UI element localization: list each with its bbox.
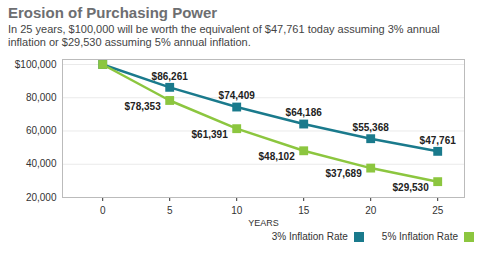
svg-text:80,000: 80,000 — [26, 92, 57, 103]
svg-text:0: 0 — [100, 205, 106, 216]
svg-text:$74,409: $74,409 — [219, 90, 256, 101]
svg-text:$55,368: $55,368 — [353, 122, 390, 133]
svg-text:20,000: 20,000 — [26, 192, 57, 203]
svg-text:20: 20 — [365, 205, 377, 216]
svg-text:40,000: 40,000 — [26, 158, 57, 169]
svg-text:$48,102: $48,102 — [259, 151, 296, 162]
html-text:In 25 years, $100,000 will be: In 25 years, $100,000 will be worth the … — [8, 23, 440, 48]
svg-text:60,000: 60,000 — [26, 125, 57, 136]
html-text:3% Inflation Rate: 3% Inflation Rate — [271, 231, 348, 242]
svg-text:$64,186: $64,186 — [286, 107, 323, 118]
svg-text:10: 10 — [231, 205, 243, 216]
html-text:Erosion of Purchasing Power: Erosion of Purchasing Power — [8, 4, 218, 21]
svg-text:5: 5 — [167, 205, 173, 216]
svg-text:$78,353: $78,353 — [125, 101, 162, 112]
svg-text:$47,761: $47,761 — [420, 135, 457, 146]
svg-text:$100,000: $100,000 — [15, 59, 57, 70]
html-text:5% Inflation Rate: 5% Inflation Rate — [381, 231, 458, 242]
svg-text:15: 15 — [298, 205, 310, 216]
svg-text:$86,261: $86,261 — [152, 71, 189, 82]
svg-text:25: 25 — [432, 205, 444, 216]
svg-text:$37,689: $37,689 — [326, 168, 363, 179]
svg-text:$29,530: $29,530 — [393, 182, 430, 193]
svg-text:$61,391: $61,391 — [192, 129, 229, 140]
svg-text:YEARS: YEARS — [248, 218, 279, 228]
